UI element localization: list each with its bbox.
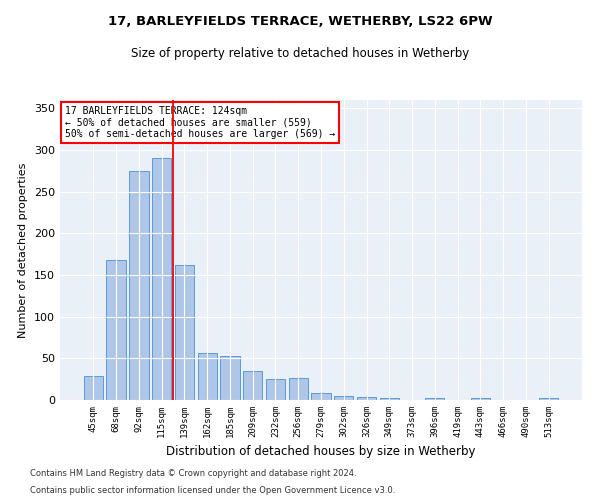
Bar [197, 352, 217, 400]
Bar [175, 265, 194, 400]
Bar [152, 158, 172, 400]
Y-axis label: Number of detached properties: Number of detached properties [19, 162, 28, 338]
Bar [334, 396, 353, 400]
Bar [357, 396, 376, 400]
Bar [289, 378, 308, 400]
X-axis label: Distribution of detached houses by size in Wetherby: Distribution of detached houses by size … [166, 446, 476, 458]
Text: 17 BARLEYFIELDS TERRACE: 124sqm
← 50% of detached houses are smaller (559)
50% o: 17 BARLEYFIELDS TERRACE: 124sqm ← 50% of… [65, 106, 335, 139]
Bar [243, 371, 262, 400]
Text: Contains HM Land Registry data © Crown copyright and database right 2024.: Contains HM Land Registry data © Crown c… [30, 468, 356, 477]
Text: Contains public sector information licensed under the Open Government Licence v3: Contains public sector information licen… [30, 486, 395, 495]
Bar [129, 171, 149, 400]
Bar [380, 398, 399, 400]
Bar [266, 379, 285, 400]
Text: Size of property relative to detached houses in Wetherby: Size of property relative to detached ho… [131, 48, 469, 60]
Bar [539, 398, 558, 400]
Bar [470, 398, 490, 400]
Text: 17, BARLEYFIELDS TERRACE, WETHERBY, LS22 6PW: 17, BARLEYFIELDS TERRACE, WETHERBY, LS22… [107, 15, 493, 28]
Bar [311, 392, 331, 400]
Bar [84, 376, 103, 400]
Bar [425, 398, 445, 400]
Bar [106, 260, 126, 400]
Bar [220, 356, 239, 400]
